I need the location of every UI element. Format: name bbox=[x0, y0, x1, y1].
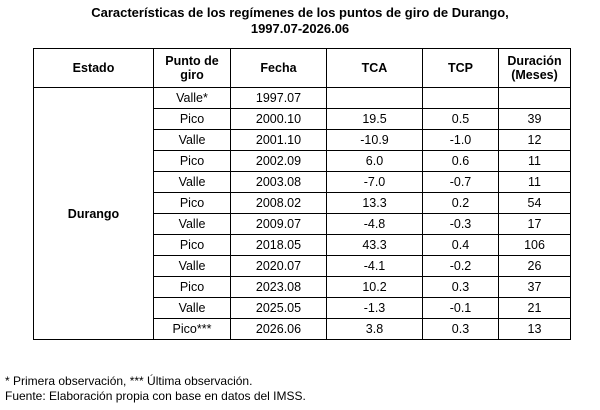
cell-tcp: -0.7 bbox=[422, 171, 499, 193]
turning-points-table: Estado Punto de giro Fecha TCA TCP Durac… bbox=[33, 48, 571, 340]
cell-tcp: -1.0 bbox=[422, 129, 499, 151]
table-title: Características de los regímenes de los … bbox=[0, 5, 600, 37]
cell-tcp: -0.2 bbox=[422, 255, 499, 277]
footnote-observations: * Primera observación, *** Última observ… bbox=[5, 374, 253, 388]
cell-duracion: 21 bbox=[498, 297, 571, 319]
cell-fecha: 1997.07 bbox=[230, 87, 327, 109]
cell-tcp: 0.2 bbox=[422, 192, 499, 214]
header-duracion: Duración (Meses) bbox=[498, 48, 571, 88]
cell-tcp: 0.5 bbox=[422, 108, 499, 130]
cell-duracion: 11 bbox=[498, 171, 571, 193]
cell-tca: -4.1 bbox=[326, 255, 423, 277]
table-row: Valle 2003.08 -7.0 -0.7 11 bbox=[34, 171, 571, 193]
cell-fecha: 2000.10 bbox=[230, 108, 327, 130]
table-row: Pico*** 2026.06 3.8 0.3 13 bbox=[34, 318, 571, 340]
cell-estado: Durango bbox=[33, 87, 154, 340]
header-duracion-line-2: (Meses) bbox=[511, 68, 558, 82]
header-row: Estado Punto de giro Fecha TCA TCP Durac… bbox=[33, 48, 571, 88]
header-punto-line-1: Punto de bbox=[165, 54, 219, 68]
cell-punto: Pico bbox=[153, 234, 231, 256]
cell-tca: 13.3 bbox=[326, 192, 423, 214]
cell-fecha: 2009.07 bbox=[230, 213, 327, 235]
table-row: Pico 2000.10 19.5 0.5 39 bbox=[34, 108, 571, 130]
cell-punto: Pico bbox=[153, 276, 231, 298]
cell-fecha: 2025.05 bbox=[230, 297, 327, 319]
cell-fecha: 2018.05 bbox=[230, 234, 327, 256]
cell-tca: 3.8 bbox=[326, 318, 423, 340]
cell-duracion: 26 bbox=[498, 255, 571, 277]
cell-fecha: 2026.06 bbox=[230, 318, 327, 340]
header-tcp: TCP bbox=[422, 48, 499, 88]
header-punto-de-giro: Punto de giro bbox=[153, 48, 231, 88]
table-row: Valle 2025.05 -1.3 -0.1 21 bbox=[34, 297, 571, 319]
header-tca: TCA bbox=[326, 48, 423, 88]
table-row: Pico 2002.09 6.0 0.6 11 bbox=[34, 150, 571, 172]
cell-punto: Valle bbox=[153, 297, 231, 319]
cell-punto: Valle* bbox=[153, 87, 231, 109]
table-body: Durango Valle* 1997.07 Pico 2000.10 19.5 0.5 39… bbox=[33, 87, 571, 340]
cell-duracion: 37 bbox=[498, 276, 571, 298]
header-punto-line-2: giro bbox=[180, 68, 204, 82]
cell-fecha: 2002.09 bbox=[230, 150, 327, 172]
cell-tca: -10.9 bbox=[326, 129, 423, 151]
cell-tcp: 0.3 bbox=[422, 318, 499, 340]
cell-tcp bbox=[422, 87, 499, 109]
cell-tca: 19.5 bbox=[326, 108, 423, 130]
cell-tca: 10.2 bbox=[326, 276, 423, 298]
cell-tca: -1.3 bbox=[326, 297, 423, 319]
cell-tcp: 0.4 bbox=[422, 234, 499, 256]
title-line-1: Características de los regímenes de los … bbox=[91, 5, 509, 20]
cell-punto: Pico bbox=[153, 192, 231, 214]
cell-fecha: 2001.10 bbox=[230, 129, 327, 151]
cell-tcp: -0.1 bbox=[422, 297, 499, 319]
header-fecha: Fecha bbox=[230, 48, 327, 88]
cell-duracion: 39 bbox=[498, 108, 571, 130]
cell-tca: -7.0 bbox=[326, 171, 423, 193]
cell-duracion: 54 bbox=[498, 192, 571, 214]
cell-tca: -4.8 bbox=[326, 213, 423, 235]
table-row: Pico 2008.02 13.3 0.2 54 bbox=[34, 192, 571, 214]
table-row: Durango Valle* 1997.07 bbox=[33, 87, 571, 340]
cell-punto: Pico*** bbox=[153, 318, 231, 340]
cell-fecha: 2003.08 bbox=[230, 171, 327, 193]
cell-punto: Valle bbox=[153, 255, 231, 277]
cell-tca: 6.0 bbox=[326, 150, 423, 172]
header-estado: Estado bbox=[33, 48, 154, 88]
cell-tcp: 0.3 bbox=[422, 276, 499, 298]
cell-fecha: 2023.08 bbox=[230, 276, 327, 298]
cell-duracion: 11 bbox=[498, 150, 571, 172]
cell-punto: Pico bbox=[153, 108, 231, 130]
cell-tca: 43.3 bbox=[326, 234, 423, 256]
cell-duracion: 13 bbox=[498, 318, 571, 340]
cell-tcp: 0.6 bbox=[422, 150, 499, 172]
cell-duracion: 106 bbox=[498, 234, 571, 256]
cell-duracion: 12 bbox=[498, 129, 571, 151]
header-duracion-line-1: Duración bbox=[507, 54, 562, 68]
cell-fecha: 2008.02 bbox=[230, 192, 327, 214]
cell-duracion bbox=[498, 87, 571, 109]
cell-fecha: 2020.07 bbox=[230, 255, 327, 277]
cell-duracion: 17 bbox=[498, 213, 571, 235]
cell-punto: Pico bbox=[153, 150, 231, 172]
title-line-2: 1997.07-2026.06 bbox=[250, 21, 350, 36]
cell-punto: Valle bbox=[153, 171, 231, 193]
cell-punto: Valle bbox=[153, 213, 231, 235]
table-row: Valle 2020.07 -4.1 -0.2 26 bbox=[34, 255, 571, 277]
cell-punto: Valle bbox=[153, 129, 231, 151]
cell-tca bbox=[326, 87, 423, 109]
footnote-source: Fuente: Elaboración propia con base en d… bbox=[5, 389, 306, 403]
cell-tcp: -0.3 bbox=[422, 213, 499, 235]
